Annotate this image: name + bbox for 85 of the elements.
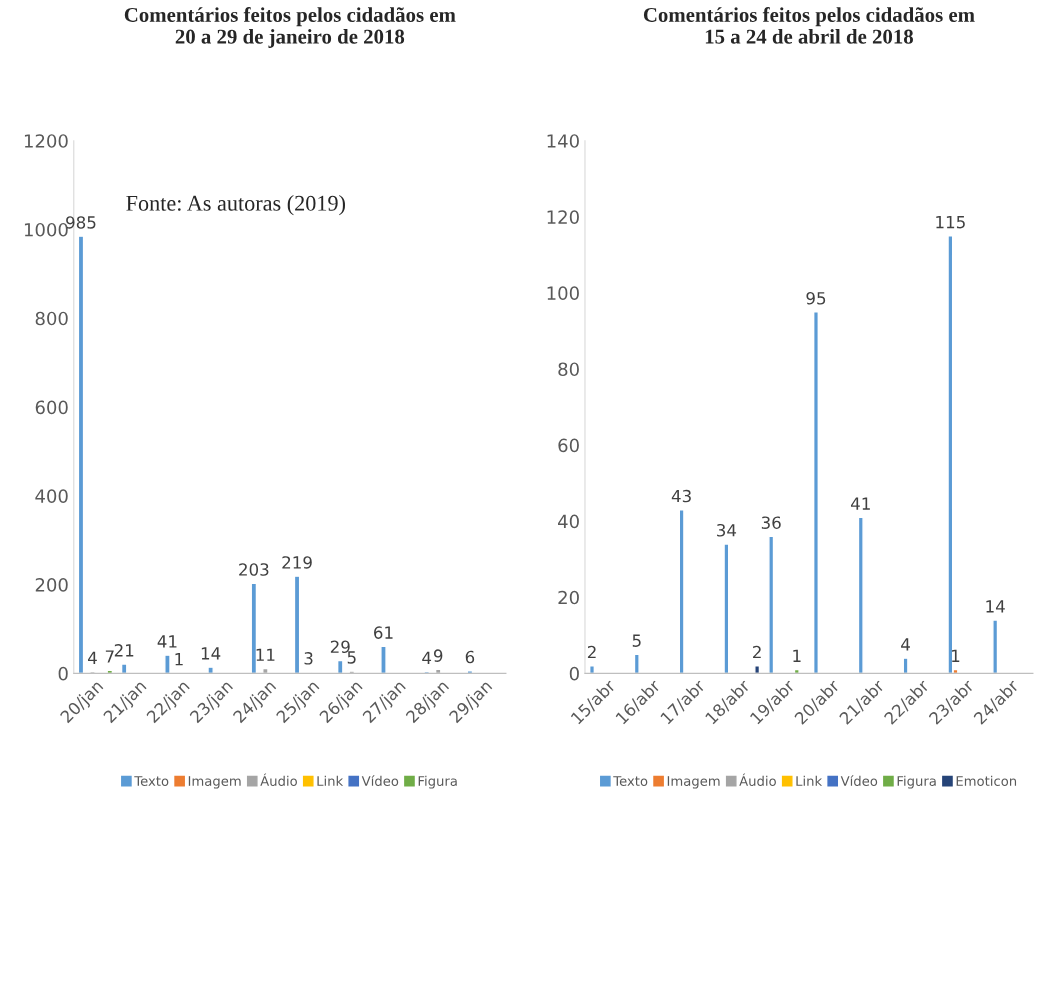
y-tick-label: 120 <box>547 210 579 224</box>
bar <box>992 619 999 674</box>
data-label: 985 <box>66 216 96 229</box>
legend-label: Imagem <box>667 776 720 789</box>
bar <box>207 666 214 674</box>
legend-label: Áudio <box>739 773 776 786</box>
y-tick-label: 200 <box>35 578 68 592</box>
data-label: 61 <box>374 626 393 639</box>
legend-label: Figura <box>897 775 936 789</box>
legend-label: Imagem <box>188 776 241 789</box>
bar <box>164 654 171 674</box>
data-label: 14 <box>201 647 221 660</box>
data-label: 41 <box>850 497 870 510</box>
legend-label: Link <box>317 775 344 786</box>
legend-label: Áudio <box>260 773 297 786</box>
data-label: 14 <box>986 600 1005 613</box>
data-label: 43 <box>671 489 691 503</box>
bar <box>678 509 685 674</box>
y-tick-label: 800 <box>35 311 68 326</box>
data-label: 115 <box>936 216 965 229</box>
data-label: 11 <box>256 648 275 661</box>
y-tick-label: 600 <box>35 400 68 415</box>
data-label: 41 <box>157 635 177 648</box>
y-tick-label: 1200 <box>24 134 68 148</box>
legend-label: Vídeo <box>840 775 878 786</box>
y-tick-label: 80 <box>558 362 579 377</box>
legend-label: Texto <box>134 776 169 786</box>
bar <box>348 670 356 674</box>
y-tick-label: 400 <box>35 489 68 503</box>
data-label: 21 <box>114 644 134 657</box>
legend-label: Vídeo <box>361 775 399 786</box>
data-label: 4 <box>88 651 97 664</box>
bar <box>857 516 864 674</box>
bar <box>768 535 775 674</box>
y-tick-label: 100 <box>547 286 579 300</box>
data-label: 2 <box>587 645 596 659</box>
data-label: 5 <box>632 634 641 647</box>
legend-label: Texto <box>613 776 648 786</box>
bar <box>120 663 128 674</box>
legend-label: Emoticon <box>956 775 1017 786</box>
y-tick-label: 0 <box>58 666 68 681</box>
y-tick-label: 40 <box>558 514 579 529</box>
bar <box>262 667 269 674</box>
data-label: 203 <box>239 563 269 576</box>
data-label: 9 <box>433 649 443 662</box>
legend-label: Link <box>796 775 823 786</box>
bar <box>293 575 301 674</box>
bar <box>380 645 387 674</box>
data-label: 1 <box>952 649 960 662</box>
data-label: 4 <box>422 651 432 664</box>
data-label: 36 <box>761 516 781 529</box>
bar <box>793 668 800 674</box>
bar <box>77 235 85 674</box>
data-label: 7 <box>105 650 114 663</box>
data-label: 1 <box>175 653 183 666</box>
bar <box>466 669 474 674</box>
data-label: 4 <box>901 638 910 651</box>
data-label: 34 <box>717 523 737 537</box>
bar <box>633 653 640 674</box>
legend-label: Figura <box>418 775 457 789</box>
y-tick-label: 60 <box>558 438 579 453</box>
data-label: 3 <box>304 652 313 665</box>
bar <box>723 543 730 674</box>
bar <box>336 659 344 674</box>
bar <box>434 668 442 674</box>
data-label: 2 <box>753 645 761 659</box>
data-label: 219 <box>282 556 312 569</box>
bar <box>754 665 761 674</box>
y-tick-label: 0 <box>569 666 579 681</box>
data-label: 5 <box>347 651 356 664</box>
data-label: 6 <box>465 650 475 664</box>
chart-title: Comentários feitos pelos cidadãos em 20 a 29 de janeiro de 2018 <box>124 7 456 48</box>
y-tick-label: 1000 <box>24 222 68 237</box>
annotation: Fonte: As autoras (2019) <box>126 195 346 216</box>
data-label: 1 <box>793 649 801 662</box>
bar <box>902 657 909 674</box>
bar <box>812 311 819 674</box>
bar <box>947 235 954 674</box>
bar <box>589 665 596 674</box>
chart-title: Comentários feitos pelos cidadãos em 15 a 24 de abril de 2018 <box>643 7 975 44</box>
bar <box>250 582 258 674</box>
y-tick-label: 20 <box>558 590 579 605</box>
y-tick-label: 140 <box>547 134 579 148</box>
data-label: 29 <box>330 640 350 654</box>
data-label: 95 <box>806 291 826 305</box>
